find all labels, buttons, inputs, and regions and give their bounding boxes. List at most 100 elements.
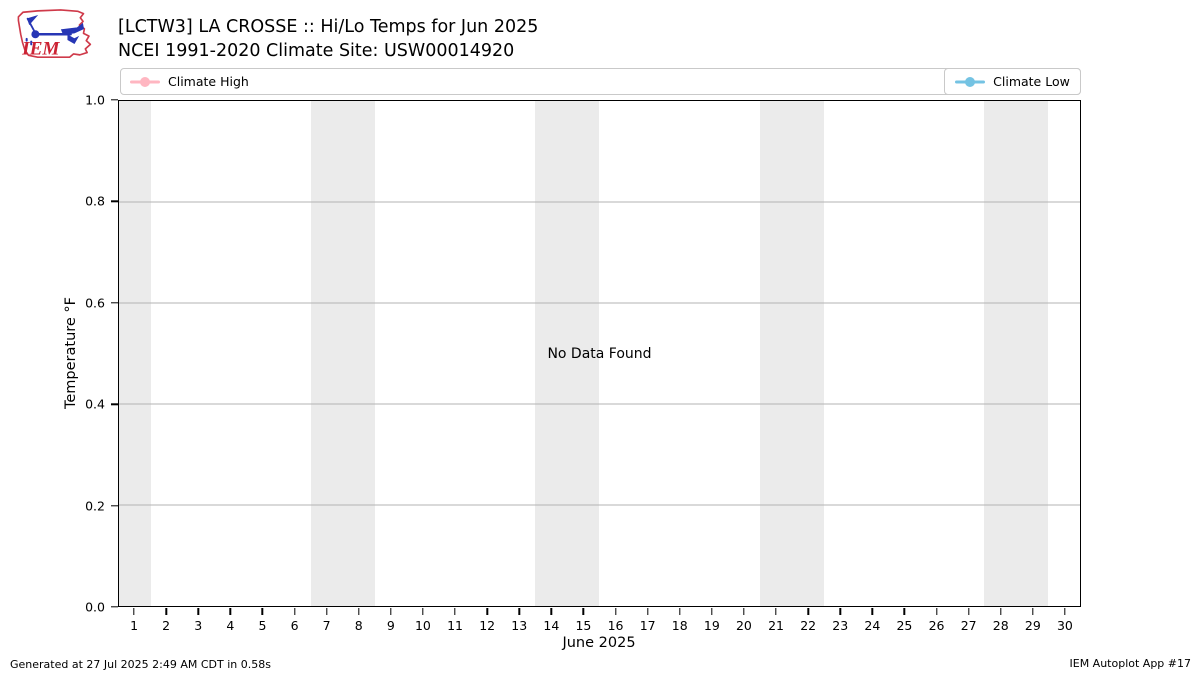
- no-data-message: No Data Found: [547, 345, 652, 362]
- x-tick-mark: [935, 608, 938, 615]
- y-tick-label: 1.0: [85, 92, 105, 108]
- x-tick-mark: [518, 608, 520, 615]
- y-tick-label: 0.8: [85, 193, 105, 209]
- x-tick-mark: [679, 608, 681, 615]
- y-tick-label: 0.6: [85, 295, 105, 311]
- gridline: [119, 302, 1080, 304]
- climate-high-marker-icon: [130, 76, 160, 87]
- x-tick-label: 7: [322, 618, 331, 633]
- x-tick-mark: [1000, 608, 1002, 615]
- weekend-band: [983, 101, 1048, 606]
- y-tick-label: 0.4: [85, 396, 105, 412]
- x-tick-mark: [390, 608, 392, 615]
- x-tick-mark: [1032, 608, 1034, 615]
- weekend-band: [119, 101, 152, 606]
- legend-label-climate-high: Climate High: [168, 74, 249, 89]
- x-tick-label: 18: [671, 618, 688, 633]
- x-tick-mark: [1064, 608, 1066, 615]
- x-tick-label: 2: [162, 618, 171, 633]
- footer-generated-at: Generated at 27 Jul 2025 2:49 AM CDT in …: [10, 658, 271, 671]
- gridline: [119, 403, 1080, 405]
- x-tick-label: 3: [194, 618, 203, 633]
- weekend-band: [535, 101, 600, 606]
- x-tick-mark: [743, 608, 745, 615]
- x-tick-mark: [358, 608, 360, 615]
- x-tick-label: 15: [575, 618, 592, 633]
- x-tick-mark: [454, 608, 456, 615]
- x-tick-label: 26: [928, 618, 945, 633]
- y-tick-label: 0.0: [85, 599, 105, 615]
- x-tick-label: 4: [226, 618, 235, 633]
- x-tick-label: 16: [607, 618, 624, 633]
- x-tick-mark: [967, 608, 970, 615]
- gridline: [119, 504, 1080, 506]
- x-tick-label: 5: [258, 618, 267, 633]
- title-line-1: [LCTW3] LA CROSSE :: Hi/Lo Temps for Jun…: [118, 17, 539, 37]
- y-tick-mark: [111, 200, 118, 203]
- x-tick-mark: [422, 608, 424, 615]
- iem-logo: IEM: [17, 9, 92, 59]
- x-tick-label: 29: [1024, 618, 1041, 633]
- x-tick-label: 9: [386, 618, 395, 633]
- x-tick-label: 10: [414, 618, 431, 633]
- logo-text: IEM: [21, 38, 60, 59]
- x-tick-label: 13: [511, 618, 528, 633]
- x-tick-mark: [229, 608, 232, 615]
- x-tick-mark: [871, 608, 874, 615]
- legend-label-climate-low: Climate Low: [993, 74, 1070, 89]
- x-tick-mark: [614, 608, 617, 615]
- x-tick-mark: [582, 608, 585, 615]
- x-tick-mark: [133, 608, 135, 615]
- y-tick-label: 0.2: [85, 498, 105, 514]
- x-tick-label: 8: [354, 618, 363, 633]
- x-tick-mark: [839, 608, 841, 615]
- x-tick-label: 1: [130, 618, 139, 633]
- legend-bar: Climate High Climate Low: [120, 68, 1081, 95]
- x-tick-mark: [261, 608, 264, 615]
- chart-title: [LCTW3] LA CROSSE :: Hi/Lo Temps for Jun…: [118, 15, 538, 63]
- x-tick-label: 17: [639, 618, 656, 633]
- x-tick-label: 30: [1056, 618, 1073, 633]
- x-axis-label: June 2025: [562, 635, 636, 651]
- x-tick-mark: [903, 608, 906, 615]
- x-tick-label: 24: [864, 618, 881, 633]
- gridline: [119, 201, 1080, 203]
- y-tick-mark: [111, 302, 118, 304]
- x-tick-mark: [197, 608, 199, 615]
- y-tick-mark: [111, 606, 118, 608]
- x-tick-mark: [293, 608, 296, 615]
- x-tick-mark: [550, 608, 553, 615]
- legend-entry-climate-low: Climate Low: [944, 68, 1081, 95]
- x-tick-label: 20: [735, 618, 752, 633]
- y-tick-mark: [111, 403, 118, 405]
- x-tick-mark: [646, 608, 649, 615]
- x-tick-label: 12: [479, 618, 496, 633]
- legend-entry-climate-high: Climate High: [130, 69, 249, 94]
- footer-app-name: IEM Autoplot App #17: [1069, 657, 1192, 670]
- x-tick-label: 23: [832, 618, 849, 633]
- x-tick-label: 28: [992, 618, 1009, 633]
- x-tick-mark: [807, 608, 809, 615]
- x-tick-label: 22: [800, 618, 817, 633]
- x-tick-label: 14: [543, 618, 560, 633]
- y-ticks: 0.0 0.2 0.4 0.6 0.8 1.0: [0, 93, 118, 615]
- x-tick-mark: [486, 608, 488, 615]
- x-tick-mark: [325, 608, 328, 615]
- y-axis-label: Temperature °F: [63, 296, 79, 410]
- weather-vane-icon: [25, 15, 85, 46]
- y-tick-mark: [111, 504, 118, 507]
- x-tick-label: 25: [896, 618, 913, 633]
- weekend-band: [311, 101, 376, 606]
- x-tick-label: 11: [447, 618, 463, 633]
- weekend-band: [759, 101, 824, 606]
- x-tick-label: 21: [768, 618, 784, 633]
- x-ticks: 1 2 3 4 5 6 7 8 9 10 11 12 13 14 15 16 17 18 19 20 21 22 23 24 2…: [118, 607, 1081, 647]
- x-tick-label: 27: [960, 618, 977, 633]
- y-tick-mark: [111, 99, 118, 101]
- x-tick-mark: [165, 608, 167, 615]
- climate-low-marker-icon: [955, 76, 986, 87]
- x-tick-label: 19: [703, 618, 720, 633]
- title-line-2: NCEI 1991-2020 Climate Site: USW00014920: [118, 41, 515, 61]
- x-tick-mark: [775, 608, 777, 615]
